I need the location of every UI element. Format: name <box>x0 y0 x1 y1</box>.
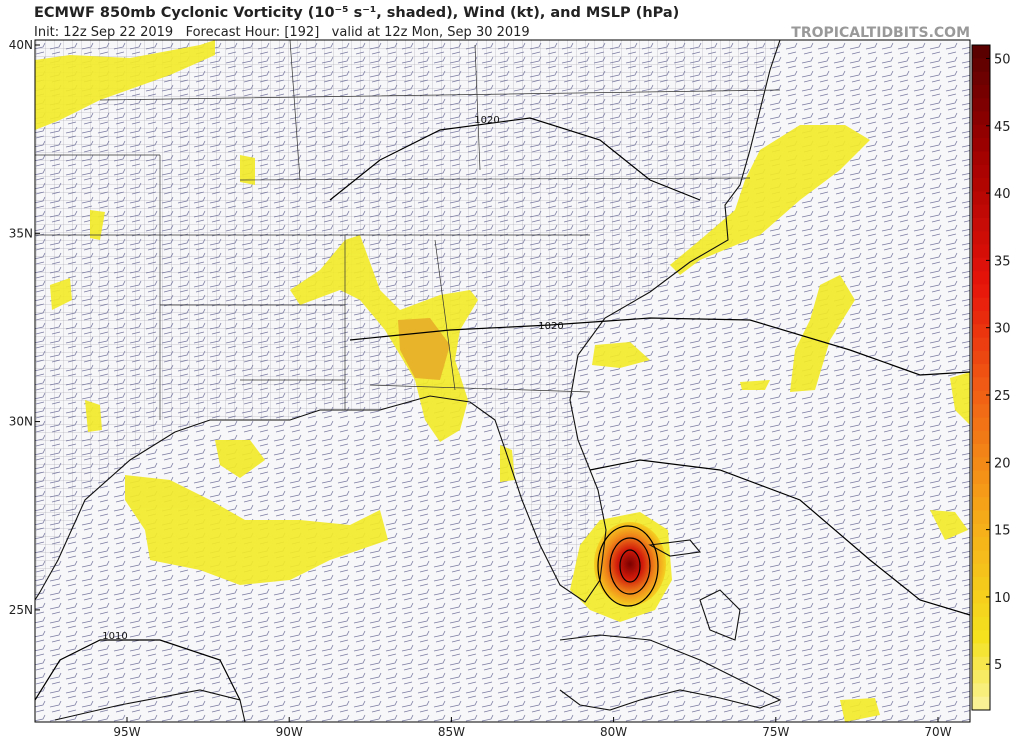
colorbar-tick-label: 30 <box>994 322 1011 337</box>
colorbar-tick-label: 25 <box>994 389 1011 404</box>
colorbar-tick-label: 45 <box>994 120 1011 135</box>
colorbar-step <box>972 577 990 591</box>
colorbar-step <box>972 244 990 259</box>
colorbar-step <box>972 537 990 551</box>
map-subtitle: Init: 12z Sep 22 2019 Forecast Hour: [19… <box>34 25 530 40</box>
isobar-label: 1010 <box>102 631 127 642</box>
colorbar-step <box>972 271 990 285</box>
colorbar-step <box>972 350 990 365</box>
colorbar-step <box>972 683 990 698</box>
colorbar-tick-label: 15 <box>994 524 1011 539</box>
lat-label: 30N <box>9 415 33 429</box>
colorbar-step <box>972 670 990 684</box>
colorbar-step <box>972 231 990 245</box>
isobars <box>35 117 970 701</box>
colorbar-step <box>972 656 990 671</box>
colorbar-step <box>972 124 990 139</box>
colorbar-step <box>972 470 990 485</box>
map-area: 1020 1020 1010 <box>35 40 970 722</box>
colorbar-step <box>972 404 990 418</box>
colorbar-step <box>972 257 990 272</box>
lat-label: 35N <box>9 226 33 240</box>
lon-label: 95W <box>113 725 140 739</box>
colorbar-step <box>972 138 990 152</box>
colorbar-tick-label: 35 <box>994 254 1011 269</box>
colorbar-step <box>972 45 990 59</box>
colorbar-step <box>972 497 990 511</box>
colorbar-tick-label: 10 <box>994 591 1011 606</box>
colorbar-step <box>972 164 990 179</box>
colorbar-step <box>972 430 990 445</box>
colorbar-step <box>972 444 990 458</box>
vorticity-core <box>594 522 666 606</box>
lat-label: 25N <box>9 603 33 617</box>
colorbar-step <box>972 523 990 538</box>
colorbar-step <box>972 377 990 392</box>
colorbar-step <box>972 390 990 405</box>
axis-labels: 40N 35N 30N 25N 95W 90W 85W 80W 75W 70W <box>9 38 952 739</box>
lon-label: 70W <box>924 725 951 739</box>
colorbar-step <box>972 643 990 658</box>
colorbar-step <box>972 311 990 325</box>
colorbar-tick-label: 40 <box>994 187 1011 202</box>
isobar-label: 1020 <box>538 321 563 332</box>
colorbar-step <box>972 630 990 644</box>
colorbar-step <box>972 510 990 525</box>
colorbar-step <box>972 71 990 86</box>
colorbar-step <box>972 364 990 378</box>
colorbar-step <box>972 417 990 432</box>
colorbar-step <box>972 696 990 711</box>
colorbar-frame <box>971 44 991 711</box>
lat-label: 40N <box>9 38 33 52</box>
watermark: TROPICALTIDBITS.COM <box>791 25 970 41</box>
colorbar-tick-label: 50 <box>994 52 1011 67</box>
colorbar-step <box>972 204 990 219</box>
colorbar-step <box>972 111 990 126</box>
colorbar-step <box>972 457 990 472</box>
colorbar-step <box>972 297 990 312</box>
lon-label: 80W <box>600 725 627 739</box>
colorbar-step <box>972 590 990 605</box>
colorbar-step <box>972 603 990 618</box>
colorbar-step <box>972 483 990 498</box>
state-borders <box>35 40 781 420</box>
map-title: ECMWF 850mb Cyclonic Vorticity (10⁻⁵ s⁻¹… <box>34 5 679 21</box>
colorbar-step <box>972 616 990 631</box>
map-frame <box>34 39 971 723</box>
colorbar-step <box>972 178 990 192</box>
colorbar-tick-label: 20 <box>994 456 1011 471</box>
colorbar-step <box>972 284 990 299</box>
colorbar-step <box>972 98 990 112</box>
isobar-label: 1020 <box>474 115 499 126</box>
colorbar-step <box>972 217 990 232</box>
colorbar-step <box>972 550 990 565</box>
lon-label: 90W <box>276 725 303 739</box>
colorbar-step <box>972 563 990 578</box>
colorbar-step <box>972 191 990 206</box>
colorbar-step <box>972 84 990 99</box>
colorbar-step <box>972 151 990 166</box>
colorbar-step <box>972 58 990 73</box>
coastlines <box>35 40 782 722</box>
colorbar-step <box>972 324 990 339</box>
colorbar: 5 10 15 20 25 30 35 40 45 50 <box>971 44 1011 711</box>
colorbar-step <box>972 337 990 352</box>
lon-label: 85W <box>438 725 465 739</box>
colorbar-tick-label: 5 <box>994 658 1002 673</box>
lon-label: 75W <box>762 725 789 739</box>
